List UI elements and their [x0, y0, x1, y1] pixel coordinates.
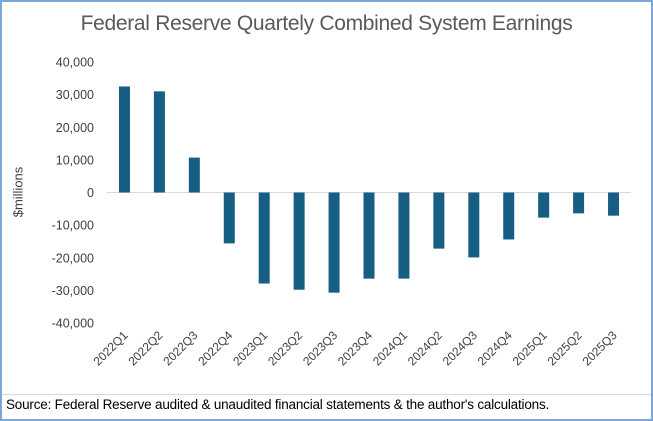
- x-tick-label: 2022Q2: [125, 328, 165, 368]
- y-tick-label: 0: [87, 186, 94, 200]
- x-tick-label: 2025Q3: [580, 328, 620, 368]
- x-tick-label: 2025Q1: [510, 328, 550, 368]
- bar-2022Q4: [223, 192, 235, 244]
- bar-2024Q1: [398, 192, 410, 279]
- bar-series: [118, 86, 620, 293]
- bar-2024Q2: [433, 192, 445, 249]
- x-tick-label: 2024Q1: [370, 328, 410, 368]
- y-tick-label: 10,000: [56, 153, 94, 167]
- x-tick-label: 2022Q3: [160, 328, 200, 368]
- y-tick-label: -10,000: [52, 219, 94, 233]
- x-tick-label: 2024Q3: [440, 328, 480, 368]
- x-tick-label: 2022Q1: [90, 328, 130, 368]
- x-tick-label: 2024Q2: [405, 328, 445, 368]
- y-tick-label: 20,000: [56, 121, 94, 135]
- bar-2023Q2: [293, 192, 305, 290]
- y-tick-label: 30,000: [56, 88, 94, 102]
- bar-2025Q3: [608, 192, 620, 216]
- y-axis-ticks: 40,000 30,000 20,000 10,000 0 -10,000 -20,000 -…: [52, 56, 94, 331]
- x-tick-label: 2022Q4: [195, 328, 235, 368]
- x-axis-ticks: 2022Q12022Q22022Q32022Q42023Q12023Q22023…: [90, 328, 619, 368]
- bar-2022Q2: [153, 91, 165, 193]
- y-tick-label: -30,000: [52, 284, 94, 298]
- bar-2025Q1: [538, 192, 550, 218]
- bar-2023Q4: [363, 192, 375, 279]
- bar-2022Q1: [118, 86, 130, 193]
- bar-2022Q3: [188, 157, 200, 193]
- bar-2024Q4: [503, 192, 515, 240]
- bar-2023Q3: [328, 192, 340, 293]
- bar-2023Q1: [258, 192, 270, 284]
- y-tick-label: 40,000: [56, 56, 94, 70]
- source-divider: [2, 394, 651, 395]
- bar-2024Q3: [468, 192, 480, 258]
- x-tick-label: 2024Q4: [475, 328, 515, 368]
- y-tick-label: -20,000: [52, 251, 94, 265]
- x-tick-label: 2023Q4: [335, 328, 375, 368]
- x-tick-label: 2023Q2: [265, 328, 305, 368]
- x-tick-label: 2023Q1: [230, 328, 270, 368]
- source-note: Source: Federal Reserve audited & unaudi…: [6, 397, 550, 412]
- x-tick-label: 2023Q3: [300, 328, 340, 368]
- y-tick-label: -40,000: [52, 317, 94, 331]
- chart-title: Federal Reserve Quartely Combined System…: [80, 12, 573, 35]
- x-tick-label: 2025Q2: [545, 328, 585, 368]
- bar-2025Q2: [573, 192, 585, 214]
